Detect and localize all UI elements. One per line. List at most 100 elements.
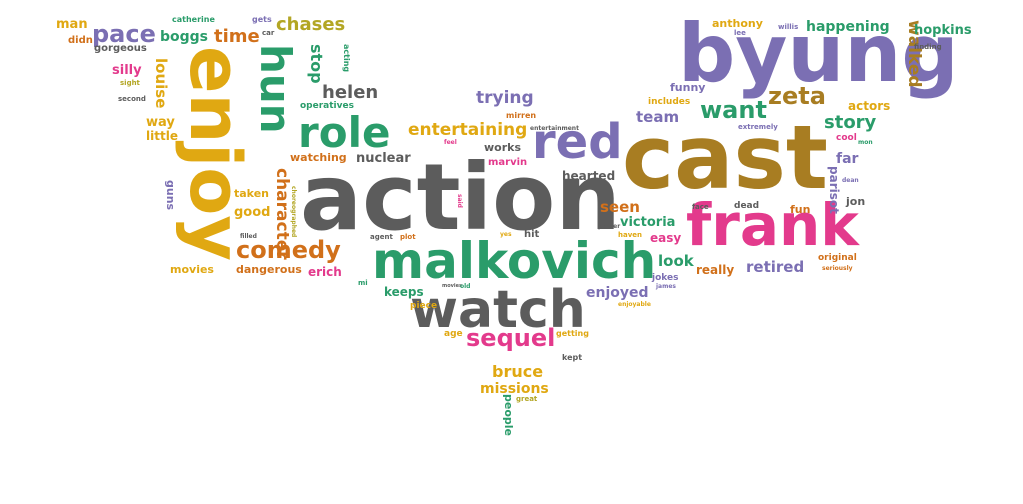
cloud-word: movies bbox=[442, 283, 462, 289]
cloud-word: said bbox=[456, 194, 463, 208]
cloud-word: face bbox=[692, 203, 709, 211]
cloud-word: taken bbox=[234, 187, 269, 200]
cloud-word: works bbox=[484, 141, 522, 154]
cloud-word: silly bbox=[112, 63, 142, 78]
cloud-word: extremely bbox=[738, 123, 778, 131]
cloud-word: filled bbox=[240, 233, 257, 240]
cloud-word: mi bbox=[358, 279, 368, 287]
cloud-word: willis bbox=[778, 23, 799, 31]
cloud-word: mirren bbox=[506, 111, 537, 120]
cloud-word: time bbox=[214, 26, 260, 47]
cloud-word: seen bbox=[600, 198, 640, 216]
cloud-word: movies bbox=[170, 263, 214, 276]
cloud-word: sequel bbox=[466, 324, 556, 352]
cloud-word: far bbox=[836, 151, 859, 167]
cloud-word: man bbox=[56, 17, 88, 32]
cloud-word: hit bbox=[524, 229, 540, 240]
cloud-word: guns bbox=[164, 180, 177, 211]
cloud-word: marvin bbox=[488, 157, 528, 168]
cloud-word: second bbox=[118, 95, 146, 103]
cloud-word: james bbox=[656, 283, 676, 290]
cloud-word: easy bbox=[650, 231, 682, 245]
cloud-word: happening bbox=[806, 19, 890, 35]
cloud-word: missions bbox=[480, 381, 549, 397]
cloud-word: haven bbox=[618, 231, 643, 239]
cloud-word: old bbox=[460, 283, 471, 290]
cloud-word: malkovich bbox=[372, 232, 657, 290]
cloud-word: little bbox=[146, 129, 178, 143]
cloud-word: retired bbox=[746, 258, 805, 276]
cloud-word: louise bbox=[152, 58, 170, 109]
cloud-word: lee bbox=[734, 29, 746, 37]
cloud-word: byung bbox=[678, 7, 959, 100]
cloud-word: piece bbox=[410, 301, 438, 311]
cloud-word: actors bbox=[848, 99, 891, 113]
cloud-word: parker bbox=[598, 223, 621, 230]
cloud-word: helen bbox=[322, 82, 379, 103]
cloud-word: getting bbox=[556, 329, 589, 338]
cloud-word: red bbox=[532, 114, 623, 170]
cloud-word: want bbox=[700, 96, 767, 124]
cloud-word: role bbox=[298, 108, 391, 157]
cloud-word: good bbox=[234, 205, 271, 220]
cloud-word: watch bbox=[410, 280, 586, 340]
cloud-word: age bbox=[444, 329, 463, 339]
cloud-word: funny bbox=[670, 81, 706, 94]
cloud-word: chases bbox=[276, 14, 346, 35]
cloud-word: team bbox=[636, 108, 680, 126]
cloud-word: finding bbox=[914, 43, 942, 51]
cloud-word: plot bbox=[400, 233, 416, 241]
cloud-word: hopkins bbox=[914, 23, 972, 38]
cloud-word: zeta bbox=[768, 82, 826, 110]
cloud-word: character bbox=[272, 168, 292, 260]
cloud-word: hearted bbox=[562, 169, 616, 183]
cloud-word: fun bbox=[790, 203, 811, 216]
cloud-word: seriously bbox=[822, 265, 853, 272]
cloud-word: erich bbox=[308, 265, 342, 279]
cloud-word: original bbox=[818, 253, 857, 263]
cloud-word: catherine bbox=[172, 15, 215, 24]
cloud-word: trying bbox=[476, 88, 534, 108]
cloud-word: nuclear bbox=[356, 151, 411, 166]
cloud-word: feel bbox=[444, 139, 457, 146]
cloud-word: car bbox=[262, 29, 275, 37]
cloud-word: gets bbox=[252, 15, 272, 24]
cloud-word: stop bbox=[307, 44, 326, 84]
cloud-word: agent bbox=[370, 233, 393, 241]
cloud-word: really bbox=[696, 263, 735, 277]
cloud-word: acting bbox=[342, 44, 351, 73]
cloud-word: dangerous bbox=[236, 263, 302, 276]
cloud-word: victoria bbox=[620, 215, 676, 230]
cloud-word: didn bbox=[68, 35, 93, 46]
cloud-word: cool bbox=[836, 133, 857, 143]
cloud-word: people bbox=[502, 394, 515, 436]
cloud-word: mon bbox=[858, 139, 873, 146]
cloud-word: cast bbox=[622, 106, 828, 209]
cloud-word: gorgeous bbox=[94, 43, 147, 54]
cloud-word: enjoy bbox=[174, 46, 256, 262]
cloud-word: entertaining bbox=[408, 120, 528, 140]
cloud-word: kept bbox=[562, 353, 583, 362]
cloud-word: anthony bbox=[712, 17, 763, 30]
cloud-word: boggs bbox=[160, 29, 209, 45]
cloud-word: great bbox=[516, 395, 538, 403]
cloud-word: frank bbox=[686, 191, 859, 259]
cloud-word: dean bbox=[842, 177, 859, 184]
cloud-word: includes bbox=[648, 97, 691, 107]
cloud-word: jokes bbox=[652, 273, 679, 283]
cloud-word: bruce bbox=[492, 362, 544, 381]
cloud-word: parisot bbox=[827, 166, 841, 214]
cloud-word: keeps bbox=[384, 285, 424, 299]
cloud-word: yes bbox=[500, 231, 512, 238]
cloud-word: watching bbox=[290, 151, 347, 164]
cloud-word: sight bbox=[120, 79, 140, 87]
cloud-word: enjoyable bbox=[618, 301, 651, 308]
cloud-word: dead bbox=[734, 201, 760, 211]
cloud-word: choreographed bbox=[290, 186, 297, 238]
cloud-word: hun bbox=[251, 44, 300, 134]
cloud-word: enjoyed bbox=[586, 285, 649, 301]
cloud-word: look bbox=[658, 252, 694, 270]
cloud-word: entertainment bbox=[530, 125, 579, 132]
cloud-word: operatives bbox=[300, 101, 354, 111]
